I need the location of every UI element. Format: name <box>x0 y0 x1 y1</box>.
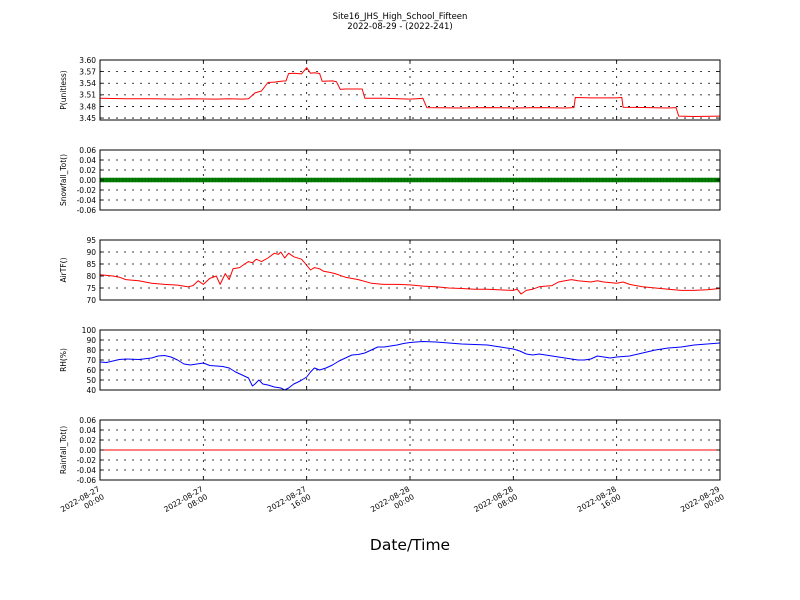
y-tick-label: 90 <box>86 248 96 257</box>
panels-group: 3.603.573.543.513.483.45P(unitless)0.060… <box>59 56 721 485</box>
y-tick-label: 0.00 <box>79 446 96 455</box>
y-tick-label: -0.02 <box>77 456 97 465</box>
y-tick-label: 40 <box>86 386 96 395</box>
y-tick-label: 80 <box>86 272 96 281</box>
y-tick-label: -0.04 <box>77 466 97 475</box>
y-tick-label: -0.04 <box>77 196 97 205</box>
y-tick-label: -0.06 <box>77 476 97 485</box>
y-tick-label: 95 <box>86 236 96 245</box>
y-tick-label: 80 <box>86 346 96 355</box>
y-tick-label: 100 <box>82 326 97 335</box>
y-tick-label: -0.06 <box>77 206 97 215</box>
y-tick-label: 3.57 <box>79 67 96 76</box>
y-axis-label: RH(%) <box>59 348 68 372</box>
y-tick-label: 3.60 <box>79 56 96 65</box>
y-tick-label: -0.02 <box>77 186 97 195</box>
y-tick-label: 85 <box>86 260 96 269</box>
y-tick-label: 0.04 <box>79 156 96 165</box>
y-tick-label: 0.00 <box>79 176 96 185</box>
y-axis-label: Rainfall_Tot() <box>59 426 68 474</box>
series-line-0 <box>99 251 721 295</box>
y-tick-label: 70 <box>86 356 96 365</box>
y-tick-label: 3.54 <box>79 79 96 88</box>
chart-title: Site16_JHS_High_School_Fifteen <box>333 12 468 22</box>
panel-4: 0.060.040.020.00-0.02-0.04-0.06 Rainfall_… <box>59 416 721 485</box>
y-tick-label: 50 <box>86 376 96 385</box>
y-tick-label: 70 <box>86 296 96 305</box>
series-line-0 <box>99 341 721 391</box>
y-tick-label: 0.06 <box>79 416 96 425</box>
panel-0: 3.60 3.57 3.54 3.51 3.48 3.45 P(unitless) <box>59 56 721 123</box>
y-tick-label: 90 <box>86 336 96 345</box>
y-tick-label: 3.51 <box>79 91 96 100</box>
y-axis-label: Snowfall_Tot() <box>59 154 68 206</box>
chart-subtitle: 2022-08-29 - (2022-241) <box>347 22 452 32</box>
y-tick-label: 3.45 <box>79 114 96 123</box>
y-tick-label: 75 <box>86 284 96 293</box>
y-axis-label: P(unitless) <box>59 70 68 109</box>
panel-1: 0.060.040.020.00-0.02-0.04-0.06 Snowfall_… <box>59 146 721 215</box>
y-tick-label: 3.48 <box>79 102 96 111</box>
panel-2: 95 90 85 80 75 70 AirTF() <box>59 236 721 305</box>
y-tick-label: 0.02 <box>79 166 96 175</box>
y-axis-label: AirTF() <box>59 257 68 282</box>
series-line-0 <box>99 67 721 117</box>
x-axis-label: Date/Time <box>370 536 450 554</box>
y-tick-label: 0.02 <box>79 436 96 445</box>
y-tick-label: 0.06 <box>79 146 96 155</box>
y-tick-label: 0.04 <box>79 426 96 435</box>
y-tick-label: 60 <box>86 366 96 375</box>
